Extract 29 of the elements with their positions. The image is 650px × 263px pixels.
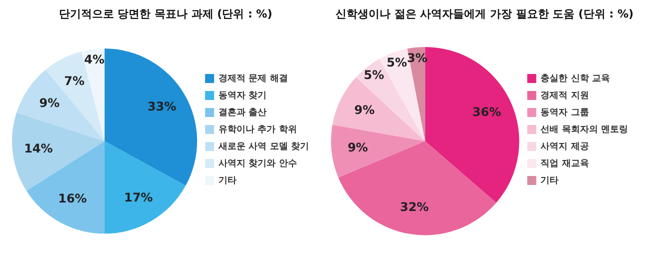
legend-label: 경제적 지원 xyxy=(540,90,589,101)
legend-label: 동역자 찾기 xyxy=(218,90,267,101)
data-label: 32% xyxy=(400,200,429,214)
legend-label: 결혼과 출산 xyxy=(218,106,267,118)
chart-title: 단기적으로 당면한 목표나 과제 (단위 : %) xyxy=(58,7,272,20)
legend-label: 경제적 문제 해결 xyxy=(218,74,288,84)
chart-title: 신학생이나 젊은 사역자들에게 가장 필요한 도움 (단위 : %) xyxy=(335,7,634,20)
data-label: 5% xyxy=(386,55,407,70)
legend-label: 유학이나 추가 학위 xyxy=(218,124,297,135)
legend-label: 기타 xyxy=(218,176,237,186)
data-label: 4% xyxy=(84,52,105,66)
legend-label: 사역지 제공 xyxy=(540,142,589,152)
data-label: 9% xyxy=(39,96,60,110)
data-label: 5% xyxy=(364,68,384,82)
legend-label: 동역자 그룹 xyxy=(540,108,589,118)
data-label: 17% xyxy=(124,190,153,205)
data-label: 9% xyxy=(348,140,368,155)
legend-label: 선배 목회자의 멘토링 xyxy=(540,124,628,135)
data-label: 16% xyxy=(58,192,87,206)
data-label: 33% xyxy=(148,99,176,114)
data-label: 36% xyxy=(472,105,502,120)
legend-label: 기타 xyxy=(540,176,559,186)
legend-label: 새로운 사역 모델 찾기 xyxy=(218,142,310,152)
data-label: 7% xyxy=(64,74,84,88)
legend-label: 사역지 찾기와 안수 xyxy=(218,158,297,169)
legend-label: 충실한 신학 교육 xyxy=(540,72,610,84)
data-label: 9% xyxy=(354,103,375,118)
data-label: 14% xyxy=(24,142,53,156)
legend-label: 직업 재교육 xyxy=(540,158,589,169)
